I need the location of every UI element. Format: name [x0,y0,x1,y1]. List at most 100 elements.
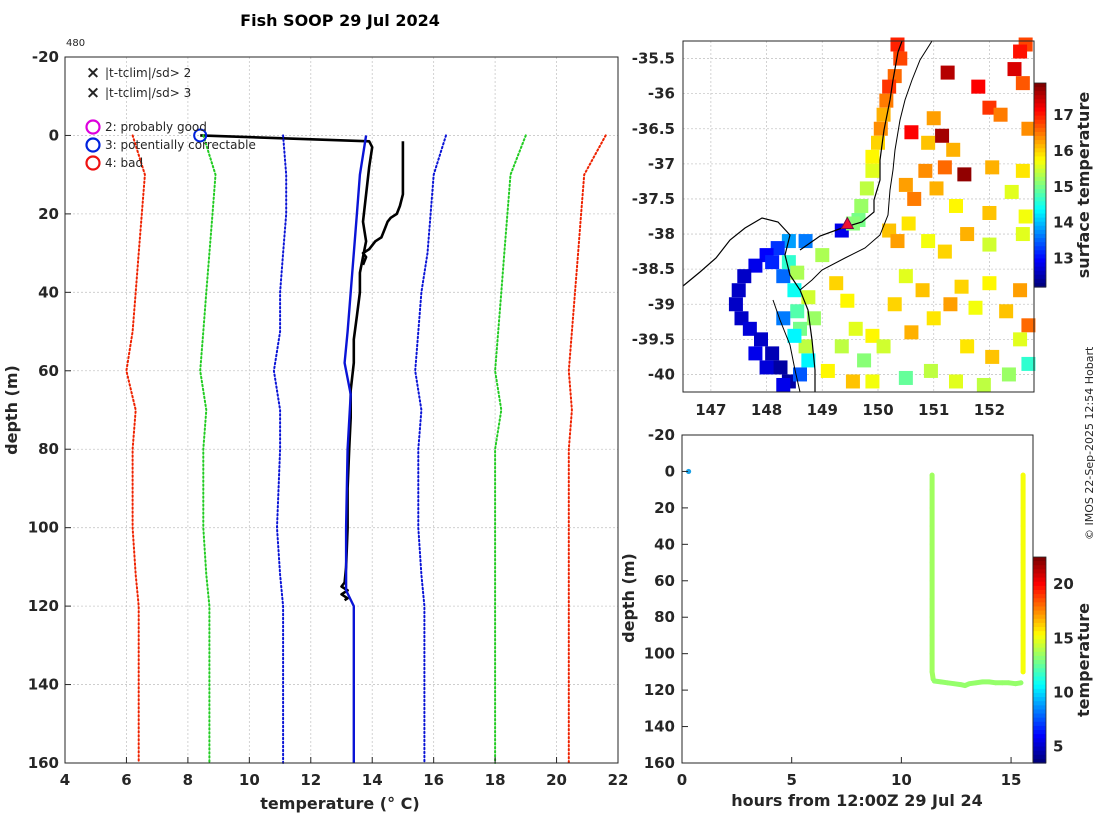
credit-text: © IMOS 22-Sep-2025 12:54 Hobart [1083,346,1096,540]
legend-cross-marker: × [86,83,100,103]
depth-time-colorbar-segment [1033,725,1046,731]
depth-time-point [1020,633,1026,638]
profile-legend: × |t-tclim|/sd> 2 × |t-tclim|/sd> 3 2: proba… [85,63,256,171]
map-colorbar-segment [1034,246,1046,251]
sst-cell [999,304,1014,319]
depth-time-point [1020,472,1026,478]
sst-cell [937,160,952,175]
profile-xtick-label: 12 [300,771,321,789]
sst-cell [829,276,844,291]
sst-cell [898,177,913,192]
depth-time-ytick-label: 140 [644,718,675,736]
map-colorbar-segment [1034,225,1046,231]
map-colorbar-segment [1034,242,1046,247]
legend-label: |t-tclim|/sd> 3 [105,86,191,100]
sst-cell [946,142,961,157]
depth-time-colorbar-segment [1033,622,1046,628]
profile-series-line-2 [343,135,368,763]
depth-time-colorbar-segment [1033,738,1046,743]
map-colorbar-segment [1034,140,1046,145]
map-colorbar-segment [1034,213,1046,219]
depth-time-y-ticks: -20 0 20 40 60 80 100 120 140 160 [644,426,688,772]
depth-time-xtick-label: 0 [677,771,687,789]
depth-time-xtick-label: 5 [786,771,796,789]
profile-xtick-label: 8 [183,771,193,789]
profile-y-ticks: -20 0 20 40 60 80 100 120 140 160 [28,48,71,772]
legend-label: 2: probably good [105,120,207,134]
map-ytick-label: -37.5 [632,190,675,208]
map-colorbar-segment [1034,156,1046,162]
depth-time-point [945,680,950,686]
profile-series-line-7 [125,134,146,764]
sst-cell [865,163,880,178]
sst-cell [806,311,821,326]
depth-time-colorbar-segment [1033,594,1046,599]
map-colorbar-segment [1034,205,1046,211]
profile-series [125,128,607,764]
sst-cell [935,128,950,143]
depth-time-colorbar-segment [1033,668,1046,673]
legend-circle-marker [85,155,101,171]
depth-time-colorbar-segment [1033,573,1046,579]
sst-cell [976,377,991,392]
map-colorbar-segment [1034,87,1046,92]
map-cells [728,37,1036,392]
depth-time-colorbar-segment [1033,581,1046,587]
depth-time-colorbar-segment [1033,598,1046,603]
map-ytick-label: -40 [648,365,675,383]
sst-cell [798,339,813,354]
sst-cell [1015,227,1030,242]
depth-time-point [931,678,937,684]
sst-cell [929,181,944,196]
sst-cell [1001,367,1016,382]
sst-cell [776,269,791,284]
sst-cell [940,65,955,80]
map-colorbar-segment [1034,185,1046,190]
map-xtick-label: 151 [918,401,949,419]
legend-label: 3: potentially correctable [105,138,256,152]
depth-time-colorbar-tick: 10 [1053,684,1074,702]
sst-cell [876,339,891,354]
depth-time-colorbar-segment [1033,585,1046,591]
ship-position-marker [840,216,855,230]
depth-time-ytick-label: 160 [644,754,675,772]
depth-time-point [1020,651,1026,657]
depth-time-point [1020,669,1026,675]
sst-cell [982,205,997,220]
legend-label: 4: bad [105,156,143,170]
depth-time-point [966,681,972,687]
map-colorbar-segment [1034,258,1046,264]
depth-time-colorbar-segment [1033,602,1046,608]
depth-time-ytick-label: 20 [654,499,675,517]
map-ytick-label: -35.5 [632,50,675,68]
contour-line [799,40,933,291]
depth-time-colorbar-segment [1033,680,1046,686]
flag-marker-3 [193,128,208,143]
depth-time-colorbar-segment [1033,577,1046,583]
map-colorbar-segment [1034,193,1046,198]
map-ytick-label: -39.5 [632,330,675,348]
sst-cell [845,374,860,389]
sst-cell [801,353,816,368]
sst-cell [898,370,913,385]
depth-time-colorbar-segment [1033,730,1046,735]
map-xtick-label: 152 [974,401,1005,419]
sst-cell [787,283,802,298]
profile-ytick-label: -20 [32,48,59,66]
profile-series-line-8 [567,134,607,764]
sst-cell [765,255,780,270]
map-colorbar-tick: 14 [1053,214,1074,232]
depth-time-colorbar-segment [1033,684,1046,690]
depth-time-point [1020,614,1026,620]
sst-cell [765,346,780,361]
depth-time-colorbar-segment [1033,589,1046,595]
depth-time-ytick-label: 100 [644,645,675,663]
depth-time-colorbar-segment [1033,717,1046,723]
sst-cell [748,258,763,273]
map-colorbar-segment [1034,217,1046,223]
sst-cell [968,300,983,315]
sst-cell [921,135,936,150]
